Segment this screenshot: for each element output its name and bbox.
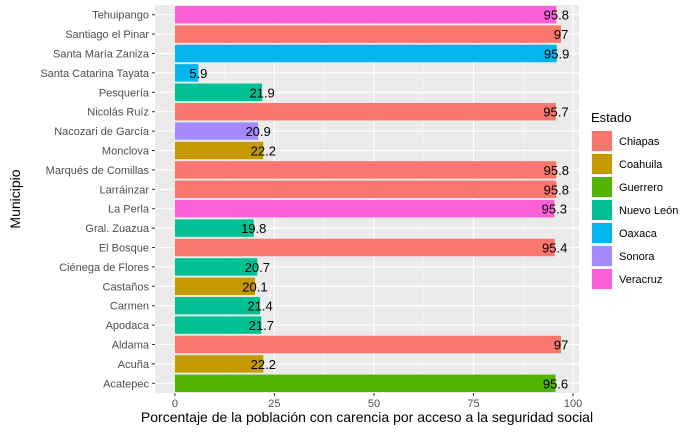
bar <box>174 25 562 43</box>
y-tick-label: Carmen <box>110 301 149 313</box>
x-tick-label: 75 <box>467 398 479 410</box>
y-tick-label: Nacozari de García <box>54 126 150 138</box>
x-tick-label: 0 <box>172 398 178 410</box>
y-tick-label: Larráinzar <box>99 184 149 196</box>
legend-label: Coahuila <box>619 159 663 171</box>
data-label: 95.8 <box>544 8 569 23</box>
bar <box>174 374 556 393</box>
bar <box>174 5 557 24</box>
y-tick-label: Pesquería <box>99 87 150 99</box>
y-tick-label: Ciénega de Flores <box>59 262 149 274</box>
legend-label: Oaxaca <box>619 228 658 240</box>
y-axis-ticks: Tehuipango Santiago el Pinar Santa María Z… <box>40 10 155 390</box>
bar <box>174 296 261 315</box>
data-label: 22.2 <box>251 357 276 372</box>
y-tick-label: Santiago el Pinar <box>65 29 149 41</box>
data-label: 95.7 <box>543 105 568 120</box>
bar <box>174 277 255 296</box>
y-tick-label: Apodaca <box>106 320 150 332</box>
bar <box>174 335 562 354</box>
bar <box>174 122 259 140</box>
data-label: 95.9 <box>544 47 569 62</box>
data-label: 97 <box>554 27 568 42</box>
legend-swatch <box>592 131 612 151</box>
bar <box>174 316 262 334</box>
legend-swatch <box>592 200 612 220</box>
x-axis-ticks: 0 25 50 75 100 <box>172 393 582 410</box>
y-tick-label: El Bosque <box>99 243 149 255</box>
bar <box>174 199 555 218</box>
x-tick-label: 50 <box>368 398 380 410</box>
data-label: 97 <box>554 338 568 353</box>
legend-swatch <box>592 246 612 266</box>
legend-label: Veracruz <box>619 274 662 286</box>
bar <box>174 141 264 160</box>
y-tick-label: Nicolás Ruíz <box>87 107 149 119</box>
legend-title: Estado <box>591 110 631 125</box>
legend-swatch <box>592 177 612 197</box>
bar <box>174 180 557 199</box>
data-label: 95.4 <box>542 241 567 256</box>
y-axis-title: Municipio <box>7 169 23 228</box>
data-label: 95.8 <box>544 163 569 178</box>
y-tick-label: Gral. Zuazua <box>85 223 149 235</box>
bar <box>174 64 199 82</box>
data-label: 20.1 <box>242 279 267 294</box>
x-tick-label: 25 <box>268 398 280 410</box>
bar <box>174 258 258 276</box>
data-label: 19.8 <box>241 221 266 236</box>
data-label: 21.7 <box>249 318 274 333</box>
plot-panel <box>155 5 579 393</box>
y-tick-label: Castaños <box>103 281 150 293</box>
data-label: 95.8 <box>544 182 569 197</box>
bar <box>174 219 254 237</box>
y-tick-label: La Perla <box>108 204 150 216</box>
bar <box>174 83 263 102</box>
legend-label: Nuevo León <box>619 205 678 217</box>
legend: Estado Chiapas Coahuila Guerrero Nuevo León… <box>591 110 678 290</box>
x-tick-label: 100 <box>564 398 582 410</box>
legend-label: Sonora <box>619 251 655 263</box>
bar <box>174 238 555 257</box>
y-tick-label: Acuña <box>118 359 150 371</box>
data-labels: 95.8 97 95.9 5.9 21.9 95.7 20.9 22.2 95.8 95.8 95.… <box>189 8 569 392</box>
bars <box>174 5 562 393</box>
data-label: 22.2 <box>251 144 276 159</box>
data-label: 95.3 <box>542 202 567 217</box>
legend-label: Chiapas <box>619 136 660 148</box>
legend-swatch <box>592 154 612 174</box>
data-label: 5.9 <box>189 66 207 81</box>
data-label: 21.4 <box>247 299 272 314</box>
y-tick-label: Tehuipango <box>92 10 149 22</box>
bar <box>174 44 557 63</box>
legend-swatch <box>592 269 612 289</box>
y-tick-label: Monclova <box>102 146 150 158</box>
data-label: 21.9 <box>249 85 274 100</box>
bar <box>174 161 557 179</box>
data-label: 95.6 <box>543 376 568 391</box>
bar <box>174 355 264 373</box>
y-tick-label: Aldama <box>112 340 150 352</box>
y-tick-label: Marqués de Comillas <box>46 165 150 177</box>
y-tick-label: Santa María Zaniza <box>53 49 150 61</box>
bar <box>174 102 556 121</box>
data-label: 20.7 <box>245 260 270 275</box>
legend-label: Guerrero <box>619 182 663 194</box>
data-label: 20.9 <box>245 124 270 139</box>
x-axis-title: Porcentaje de la población con carencia … <box>141 409 593 425</box>
legend-swatch <box>592 223 612 243</box>
y-tick-label: Santa Catarina Tayata <box>40 68 150 80</box>
y-tick-label: Acatepec <box>103 378 149 390</box>
